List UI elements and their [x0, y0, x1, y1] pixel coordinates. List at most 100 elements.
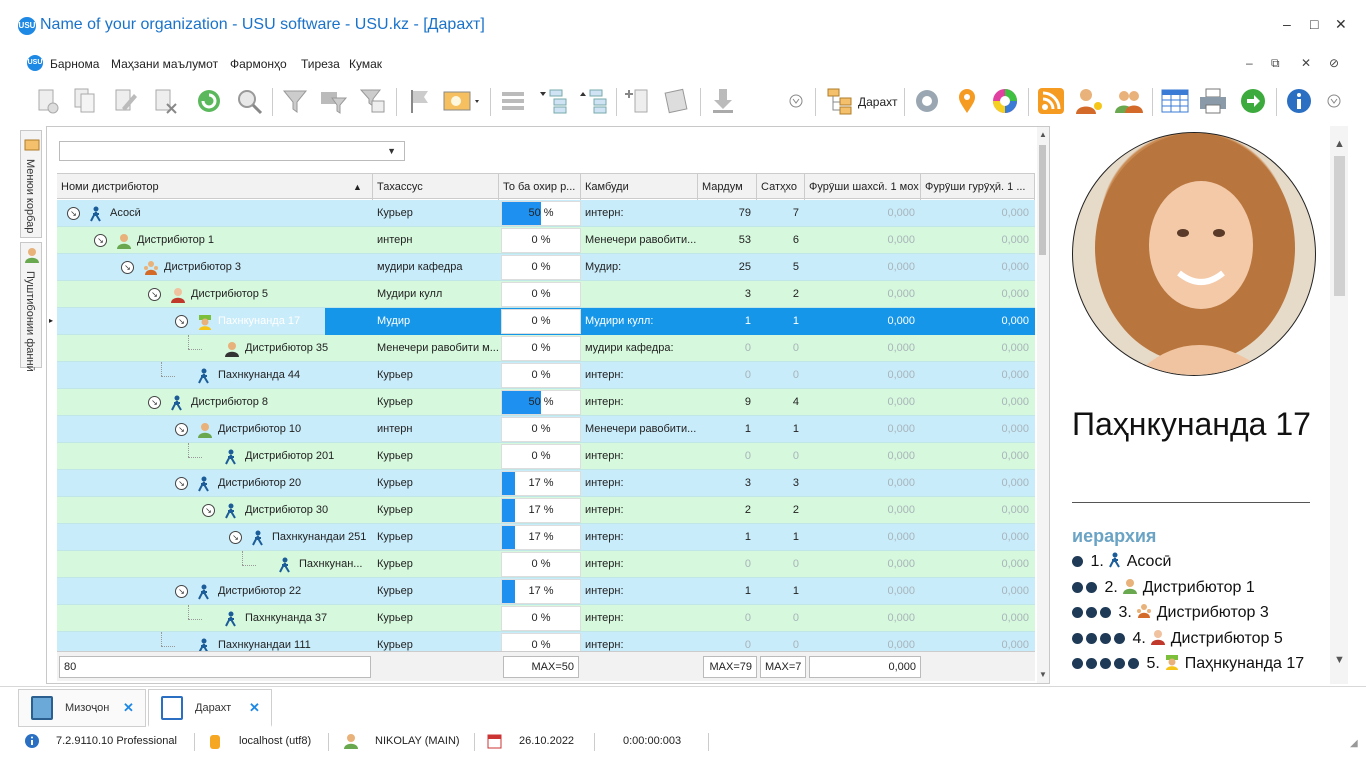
table-row[interactable]: ↘ Асосӣ Курьер 50 % интерн: 79 7 0,000 0,000 — [57, 200, 1035, 227]
table-row[interactable]: ↘ Дистрибютор 20 Курьер 17 % интерн: 3 3 0,00… — [57, 470, 1035, 497]
column-header-people[interactable]: Мардум — [698, 174, 757, 200]
go-arrow-icon[interactable] — [1238, 86, 1268, 116]
table-row[interactable]: ↘ Дистрибютор 5 Мудири кулл 0 % 3 2 0,000 0,0… — [57, 281, 1035, 308]
tab-tree[interactable]: Дарахт ✕ — [148, 689, 272, 727]
expand-toggle-icon[interactable]: ↘ — [94, 234, 107, 247]
filter-icon[interactable] — [280, 86, 310, 116]
column-header-specialty[interactable]: Тахассус — [373, 174, 499, 200]
mdi-minimize-button[interactable]: – — [1246, 56, 1253, 70]
column-header-personal-sales[interactable]: Фурӯши шахсӣ. 1 мох — [805, 174, 921, 200]
expand-toggle-icon[interactable]: ↘ — [229, 531, 242, 544]
scroll-up-icon[interactable]: ▲ — [1334, 138, 1345, 150]
resize-grip-icon[interactable]: ◢ — [1350, 738, 1358, 749]
user-menu-tab[interactable]: Менюи корбар — [20, 130, 42, 238]
scroll-down-icon[interactable]: ▼ — [1039, 670, 1047, 679]
table-icon[interactable] — [1160, 86, 1190, 116]
settings-icon[interactable] — [912, 86, 942, 116]
tab-clients-close-icon[interactable]: ✕ — [123, 700, 134, 715]
hierarchy-item[interactable]: 3. Дистрибютор 3 — [1072, 603, 1269, 624]
maximize-button[interactable]: □ — [1310, 16, 1319, 32]
hierarchy-item[interactable]: 5. Паҳнкунанда 17 — [1072, 654, 1304, 675]
column-header-progress[interactable]: То ба охир р... — [499, 174, 581, 200]
tab-clients[interactable]: Мизоҷон ✕ — [18, 689, 146, 727]
panel-scrollbar[interactable]: ▲ ▼ — [1330, 126, 1348, 684]
hierarchy-item[interactable]: 2. Дистрибютор 1 — [1072, 578, 1255, 599]
filter-check-icon[interactable] — [358, 86, 388, 116]
tree-label[interactable]: Дарахт — [858, 95, 898, 109]
table-row[interactable]: ↘ Дистрибютор 10 интерн 0 % Менечери равоб… — [57, 416, 1035, 443]
expand-rows-icon[interactable] — [498, 86, 528, 116]
table-row[interactable]: ↘ Дистрибютор 8 Курьер 50 % интерн: 9 4 0,000… — [57, 389, 1035, 416]
tab-tree-close-icon[interactable]: ✕ — [249, 700, 260, 715]
add-icon[interactable] — [32, 86, 62, 116]
info-icon[interactable] — [1284, 86, 1314, 116]
table-row[interactable]: ↘ Пахнкунанда 17 Мудир 0 % Мудири кулл: 1 1 0… — [57, 308, 1035, 335]
tree-collapse-icon[interactable] — [578, 86, 608, 116]
mdi-collapse-button[interactable]: ⊘ — [1329, 56, 1340, 70]
column-header-group-sales[interactable]: Фурӯши гурӯҳӣ. 1 ... — [921, 174, 1035, 200]
image-icon[interactable] — [442, 86, 479, 116]
scroll-up-icon[interactable]: ▲ — [1039, 130, 1047, 139]
delete-icon[interactable] — [150, 86, 180, 116]
notes-icon[interactable] — [662, 86, 692, 116]
table-row[interactable]: Пахнкунанда 44 Курьер 0 % интерн: 0 0 0,000 0… — [57, 362, 1035, 389]
user-key-icon[interactable] — [1074, 86, 1104, 116]
expand-toggle-icon[interactable]: ↘ — [175, 315, 188, 328]
table-row[interactable]: Пахнкунан... Курьер 0 % интерн: 0 0 0,000 0,0… — [57, 551, 1035, 578]
search-icon[interactable] — [234, 86, 264, 116]
edit-icon[interactable] — [110, 86, 140, 116]
users-icon[interactable] — [1114, 86, 1144, 116]
table-row[interactable]: ↘ Дистрибютор 30 Курьер 17 % интерн: 2 2 0,00… — [57, 497, 1035, 524]
menu-item-help[interactable]: Кумак — [349, 57, 383, 71]
color-wheel-icon[interactable] — [990, 86, 1020, 116]
table-row[interactable]: ↘ Дистрибютор 1 интерн 0 % Менечери равоби… — [57, 227, 1035, 254]
tree-icon[interactable] — [826, 86, 856, 116]
panel-scroll-thumb[interactable] — [1334, 156, 1345, 296]
collapse-toolbar-icon[interactable] — [788, 86, 818, 116]
column-header-shortfall[interactable]: Камбуди — [581, 174, 698, 200]
tree-expand-icon[interactable] — [538, 86, 568, 116]
expand-toggle-icon[interactable]: ↘ — [202, 504, 215, 517]
expand-toggle-icon[interactable]: ↘ — [175, 477, 188, 490]
hierarchy-item[interactable]: 1. Асосӣ — [1072, 552, 1171, 573]
download-icon[interactable] — [708, 86, 738, 116]
add-column-icon[interactable] — [622, 86, 652, 116]
copy-icon[interactable] — [70, 86, 100, 116]
column-header-name[interactable]: Номи дистрибютор ▲ — [57, 174, 373, 200]
rss-icon[interactable] — [1036, 86, 1066, 116]
footer-max-levels: MAX=7 — [760, 656, 806, 678]
hierarchy-item[interactable]: 4. Дистрибютор 5 — [1072, 629, 1283, 650]
menu-item-program[interactable]: Барнома — [50, 57, 100, 71]
column-header-levels[interactable]: Сатҳхо — [757, 174, 805, 200]
close-button[interactable]: ✕ — [1335, 16, 1347, 32]
print-icon[interactable] — [1198, 86, 1228, 116]
expand-toggle-icon[interactable]: ↘ — [121, 261, 134, 274]
minimize-button[interactable]: – — [1283, 16, 1291, 32]
expand-toggle-icon[interactable]: ↘ — [175, 423, 188, 436]
expand-toggle-icon[interactable]: ↘ — [175, 585, 188, 598]
expand-toggle-icon[interactable]: ↘ — [67, 207, 80, 220]
table-row[interactable]: Пахнкунанда 37 Курьер 0 % интерн: 0 0 0,000 0… — [57, 605, 1035, 632]
menu-item-commands[interactable]: Фармонҳо — [230, 57, 287, 71]
menu-item-window[interactable]: Тиреза — [301, 57, 340, 71]
table-row[interactable]: ↘ Дистрибютор 3 мудири кафедра 0 % Мудир: 2… — [57, 254, 1035, 281]
tech-support-tab[interactable]: Пуштибонии фаннӣ — [20, 242, 42, 372]
grid-scrollbar[interactable]: ▲ ▼ — [1037, 127, 1049, 683]
filter-combo[interactable]: ▼ — [59, 141, 405, 161]
grid-scroll-thumb[interactable] — [1039, 145, 1046, 255]
filter-add-icon[interactable] — [318, 86, 348, 116]
collapse-right-icon[interactable] — [1326, 86, 1356, 116]
location-pin-icon[interactable] — [952, 86, 982, 116]
table-row[interactable]: ↘ Дистрибютор 22 Курьер 17 % интерн: 1 1 0,00… — [57, 578, 1035, 605]
mdi-restore-button[interactable]: ⧉ — [1271, 56, 1280, 70]
flag-icon[interactable] — [404, 86, 434, 116]
table-row[interactable]: Дистрибютор 35 Менечери равобити м... 0 %… — [57, 335, 1035, 362]
expand-toggle-icon[interactable]: ↘ — [148, 288, 161, 301]
table-row[interactable]: Дистрибютор 201 Курьер 0 % интерн: 0 0 0,000… — [57, 443, 1035, 470]
scroll-down-icon[interactable]: ▼ — [1334, 654, 1345, 666]
table-row[interactable]: ↘ Пахнкунандаи 251 Курьер 17 % интерн: 1 1 0,… — [57, 524, 1035, 551]
menu-item-database[interactable]: Маҳзани маълумот — [111, 57, 219, 71]
refresh-icon[interactable] — [194, 86, 224, 116]
mdi-close-button[interactable]: ✕ — [1301, 56, 1312, 70]
expand-toggle-icon[interactable]: ↘ — [148, 396, 161, 409]
